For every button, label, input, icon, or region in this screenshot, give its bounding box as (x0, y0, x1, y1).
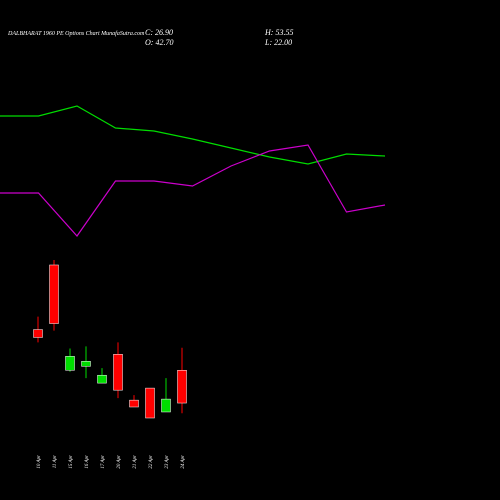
candle-body (49, 264, 59, 324)
candle-body (65, 356, 75, 371)
x-tick-label: 24 Apr (181, 455, 186, 469)
x-tick-label: 17 Apr (101, 455, 106, 469)
x-tick-label: 10 Apr (37, 455, 42, 469)
high-label: H: 53.55 (264, 28, 293, 37)
candle-body (161, 398, 171, 413)
candle-body (113, 354, 123, 391)
x-tick-label: 15 Apr (69, 455, 74, 469)
close-label: C: 26.90 (145, 28, 173, 37)
candle-body (81, 361, 91, 367)
candle-body (97, 374, 107, 384)
indicator-line (0, 105, 386, 165)
x-tick-label: 11 Apr (53, 455, 58, 468)
x-tick-label: 21 Apr (133, 455, 138, 469)
candle-body (145, 387, 155, 419)
x-tick-label: 20 Apr (117, 455, 122, 469)
candle-body (129, 399, 139, 408)
candle-body (177, 369, 187, 404)
candle-body (33, 329, 43, 338)
x-tick-label: 16 Apr (85, 455, 90, 469)
x-tick-label: 22 Apr (149, 455, 154, 469)
chart-title: DALBHARAT 1960 PE Options Chart MunafaSu… (7, 30, 145, 37)
indicator-line (0, 144, 386, 237)
low-label: L: 22.00 (264, 38, 292, 47)
x-tick-label: 23 Apr (165, 455, 170, 469)
open-label: O: 42.70 (145, 38, 173, 47)
